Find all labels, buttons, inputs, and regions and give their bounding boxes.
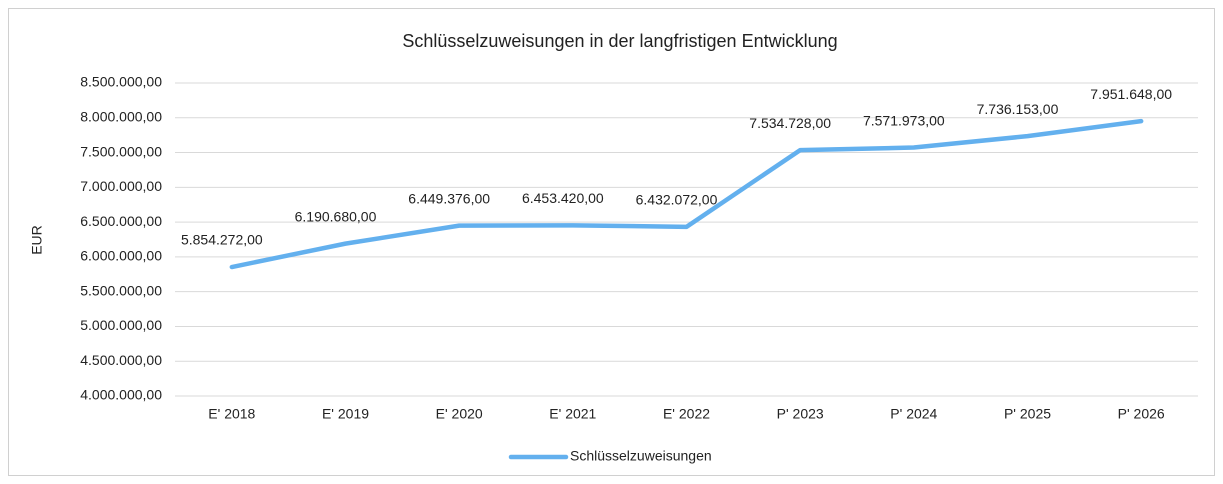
x-tick-label: E' 2020: [436, 406, 483, 422]
data-label: 6.453.420,00: [522, 190, 604, 206]
x-tick-label: P' 2025: [1004, 406, 1051, 422]
data-label: 7.534.728,00: [749, 115, 831, 131]
y-tick-label: 5.000.000,00: [80, 317, 162, 333]
y-tick-label: 6.500.000,00: [80, 213, 162, 229]
y-tick-label: 4.500.000,00: [80, 352, 162, 368]
y-tick-label: 7.500.000,00: [80, 143, 162, 159]
chart-border: [8, 8, 1215, 476]
y-tick-label: 7.000.000,00: [80, 178, 162, 194]
y-tick-label: 6.000.000,00: [80, 248, 162, 264]
y-tick-label: 4.000.000,00: [80, 387, 162, 403]
y-tick-label: 8.000.000,00: [80, 108, 162, 124]
y-axis-label: EUR: [29, 225, 45, 255]
legend-label: Schlüsselzuweisungen: [570, 448, 712, 464]
data-line: [229, 118, 1144, 270]
x-tick-label: E' 2022: [663, 406, 710, 422]
y-tick-label: 8.500.000,00: [80, 74, 162, 90]
data-label: 6.432.072,00: [636, 192, 718, 208]
y-tick-label: 5.500.000,00: [80, 282, 162, 298]
data-label: 7.571.973,00: [863, 112, 945, 128]
x-tick-label: E' 2019: [322, 406, 369, 422]
data-label: 6.449.376,00: [408, 190, 490, 206]
x-tick-label: E' 2021: [549, 406, 596, 422]
data-label: 7.736.153,00: [977, 101, 1059, 117]
chart-title: Schlüsselzuweisungen in der langfristige…: [402, 31, 837, 51]
data-label: 5.854.272,00: [181, 232, 263, 248]
x-tick-label: P' 2026: [1118, 406, 1165, 422]
data-label: 6.190.680,00: [295, 208, 377, 224]
x-tick-label: P' 2023: [777, 406, 824, 422]
x-tick-label: E' 2018: [208, 406, 255, 422]
x-tick-label: P' 2024: [890, 406, 937, 422]
data-label: 7.951.648,00: [1090, 86, 1172, 102]
